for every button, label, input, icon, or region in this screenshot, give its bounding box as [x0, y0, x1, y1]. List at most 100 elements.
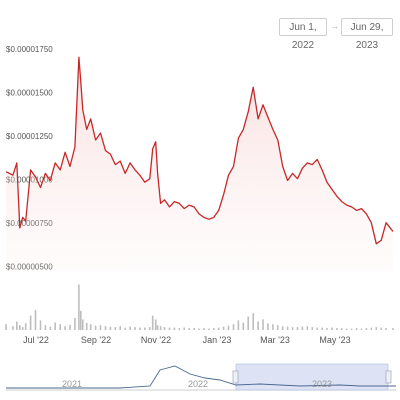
volume-bar	[154, 319, 157, 330]
volume-bar	[203, 328, 205, 330]
volume-bar	[49, 326, 52, 330]
volume-bar	[281, 326, 284, 330]
volume-bar	[21, 327, 24, 330]
volume-bar	[242, 322, 245, 330]
volume-bar	[198, 328, 200, 330]
volume-bar	[345, 328, 348, 330]
volume-bar	[237, 320, 240, 330]
volume-bar	[193, 328, 195, 330]
volume-bar	[44, 325, 47, 330]
volume-bar	[316, 327, 318, 330]
volume-bar	[34, 309, 37, 330]
volume-bar	[29, 315, 32, 330]
price-line	[5, 56, 394, 245]
volume-bar	[151, 315, 154, 330]
volume-bar	[159, 326, 162, 330]
volume-bar	[163, 327, 166, 330]
volume-bar	[222, 326, 225, 330]
volume-bar	[217, 327, 220, 330]
volume-bar	[5, 324, 7, 330]
x-tick-label: Mar '23	[260, 335, 290, 345]
x-tick-label: Jul '22	[23, 335, 49, 345]
volume-bar	[360, 328, 363, 330]
price-series-line	[5, 56, 394, 245]
volume-bar	[355, 328, 358, 330]
volume-bar	[109, 326, 112, 330]
volume-bar	[19, 325, 21, 330]
volume-bar	[247, 316, 249, 330]
volume-bar	[291, 327, 294, 330]
navigator[interactable]: 2021 2022 2023	[6, 363, 396, 391]
volume-bar	[85, 322, 88, 330]
navigator-label-2021: 2021	[62, 379, 82, 389]
navigator-line	[6, 365, 396, 389]
volume-bar	[296, 327, 299, 330]
volume-bar	[311, 327, 314, 330]
volume-bar	[321, 327, 323, 330]
x-tick-label: Nov '22	[141, 335, 171, 345]
volume-bar	[12, 326, 14, 330]
volume-bar	[375, 327, 378, 330]
volume-bar	[213, 328, 215, 330]
x-axis: Jul '22 Sep '22 Nov '22 Jan '23 Mar '23 May '…	[23, 335, 350, 345]
volume-bar	[82, 319, 84, 330]
date-to-input[interactable]: Jun 29, 2023	[341, 18, 393, 51]
volume-bar	[139, 327, 141, 330]
volume-bar	[267, 323, 269, 330]
volume-bar	[385, 328, 387, 330]
volume-bar	[272, 324, 274, 330]
volume-bar	[188, 328, 190, 330]
volume-bar	[301, 326, 304, 330]
volume-bar	[24, 323, 27, 330]
volume-bar	[365, 328, 368, 330]
volume-bar	[392, 328, 394, 330]
volume-bar	[326, 328, 328, 330]
volume-bar	[232, 324, 235, 330]
volume-bar	[208, 328, 210, 330]
volume-bar	[252, 313, 254, 330]
date-from-input[interactable]: Jun 1, 2022	[279, 18, 327, 51]
volume-bar	[370, 327, 373, 330]
volume-bar	[69, 324, 71, 330]
volume-bar	[168, 327, 171, 330]
volume-bar	[380, 327, 382, 330]
x-tick-label: May '23	[319, 335, 350, 345]
price-area-fill	[6, 57, 393, 272]
volume-bar	[336, 328, 338, 330]
volume-bar	[286, 326, 289, 330]
volume-bar	[119, 326, 121, 330]
volume-bar	[94, 325, 97, 330]
volume-bar	[227, 325, 230, 330]
volume-bar	[341, 328, 343, 330]
volume-bar	[156, 325, 159, 330]
volume-bar	[277, 325, 279, 330]
volume-bar	[129, 326, 131, 330]
volume-bar	[350, 328, 353, 330]
x-tick-label: Jan '23	[203, 335, 232, 345]
volume-bar	[80, 310, 82, 330]
volume-bar	[144, 327, 146, 330]
navigator-label-2023: 2023	[312, 379, 332, 389]
volume-bar	[39, 320, 42, 330]
date-range-arrow-icon: →	[330, 21, 339, 31]
volume-bar	[331, 327, 333, 330]
volume-bar	[54, 322, 56, 330]
y-tick-label: $0.00001500	[6, 89, 53, 98]
volume-bar	[99, 325, 102, 330]
volume-bar	[89, 324, 92, 330]
navigator-left-handle[interactable]	[232, 370, 239, 384]
volume-bar	[74, 318, 76, 330]
volume-bar	[59, 324, 61, 330]
volume-bar	[124, 327, 126, 330]
volume-bar	[104, 326, 107, 330]
navigator-right-handle[interactable]	[385, 370, 392, 384]
volume-bars	[5, 284, 394, 330]
volume-bar	[183, 327, 185, 330]
y-tick-label: $0.00001250	[6, 132, 53, 141]
volume-bar	[16, 321, 18, 330]
x-tick-label: Sep '22	[81, 335, 111, 345]
volume-bar	[78, 284, 80, 330]
volume-bar	[64, 326, 66, 330]
y-tick-label: $0.00001750	[6, 45, 53, 54]
